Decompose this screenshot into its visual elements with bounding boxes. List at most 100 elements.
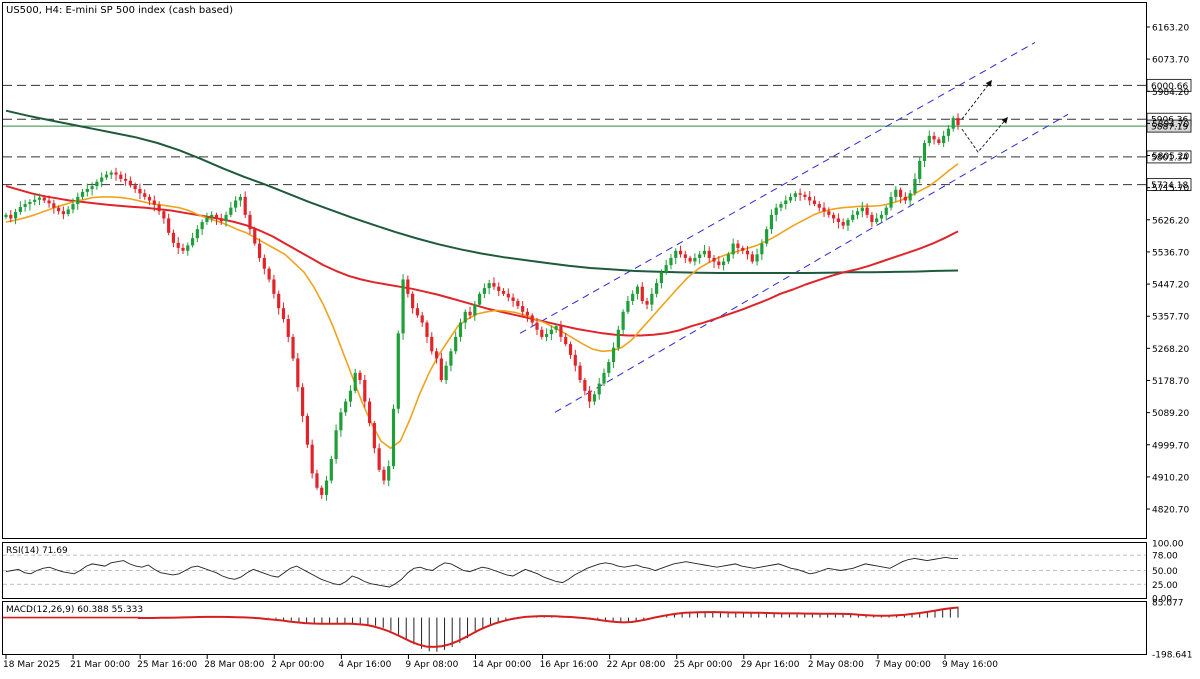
candle-body (52, 203, 56, 208)
candle-body (889, 196, 893, 208)
candle-body (525, 311, 530, 316)
candle-body (832, 214, 836, 219)
candle-body (535, 322, 539, 330)
price-tick-label: 5894.70 (1152, 120, 1189, 130)
candle-body (42, 197, 46, 201)
candle-body (66, 209, 70, 215)
date-tick-label: 28 Mar 08:00 (204, 660, 264, 670)
candle-body (918, 160, 922, 179)
rsi-indicator: 100.00 78.00 50.00 25.00 0.00 (3, 540, 1184, 605)
candle-body (281, 308, 286, 319)
candle-body (210, 214, 214, 218)
candle-body (305, 415, 309, 445)
date-tick-label: 7 May 00:00 (875, 660, 931, 670)
candle-body (731, 243, 735, 255)
candle-body (511, 297, 515, 302)
arrow-pullback-head (1001, 117, 1008, 124)
price-tick-label: 6073.70 (1152, 56, 1189, 66)
candle-body (707, 250, 711, 258)
candle-body (200, 222, 204, 230)
candle-body (324, 480, 329, 495)
candle-body (898, 189, 903, 197)
candle-body (879, 214, 884, 219)
candle-body (683, 254, 687, 258)
candle-body (315, 473, 319, 488)
candle-body (549, 329, 553, 335)
arrow-breakout (961, 79, 993, 120)
candle-body (95, 181, 99, 187)
rsi-tick-label: 78.00 (1152, 552, 1178, 562)
price-tick-label: 5805.20 (1152, 152, 1189, 162)
price-channel (519, 42, 1069, 413)
candle-body (391, 408, 396, 467)
macd-pane-frame (2, 601, 1147, 655)
candle-body (530, 315, 534, 323)
candle-body (138, 188, 142, 194)
candle-body (745, 250, 750, 255)
date-tick-label: 2 Apr 00:00 (271, 660, 324, 670)
candle-body (119, 174, 123, 179)
candle-body (468, 311, 472, 316)
candle-body (860, 207, 864, 212)
candle-body (822, 207, 826, 212)
candle-body (894, 189, 898, 197)
date-tick-label: 25 Mar 16:00 (137, 660, 197, 670)
candle-body (100, 177, 104, 182)
candle-body (875, 218, 879, 223)
candle-body (616, 329, 620, 348)
level-lines (3, 84, 1146, 186)
candle-body (9, 214, 13, 219)
candle-body (659, 272, 663, 284)
candle-body (449, 351, 453, 366)
candle-body (114, 172, 118, 175)
candle-body (808, 196, 812, 201)
candle-body (635, 286, 640, 294)
candle-body (28, 201, 32, 205)
candle-body (712, 257, 716, 262)
candle-body (243, 196, 247, 215)
candle-body (454, 336, 458, 352)
candle-body (430, 336, 434, 352)
candle-body (784, 200, 788, 205)
level-tag (1146, 78, 1192, 92)
candle-body (578, 365, 582, 381)
candle-body (444, 365, 448, 381)
date-tick-label: 18 Mar 2025 (3, 660, 60, 670)
candle-body (583, 380, 587, 391)
candle-body (382, 469, 386, 481)
candle-body (693, 257, 697, 262)
date-tick-label: 25 Apr 00:00 (674, 660, 733, 670)
candle-body (798, 193, 802, 195)
candle-body (234, 200, 238, 208)
candle-body (262, 257, 266, 269)
arrow-breakout-head (985, 80, 992, 87)
candle-body (190, 238, 195, 246)
candle-body (406, 279, 410, 294)
candle-body (702, 250, 707, 255)
candle-body (951, 117, 955, 129)
candle-body (788, 196, 793, 201)
candle-body (669, 257, 673, 266)
candle-body (607, 362, 611, 373)
projection-arrows (961, 79, 1009, 153)
candle-body (865, 207, 869, 215)
candle-body (817, 204, 821, 208)
candle-body (568, 344, 573, 355)
candle-body (33, 199, 37, 202)
candle-body (487, 283, 491, 289)
price-tick-label: 4820.70 (1152, 506, 1189, 516)
candles (4, 113, 960, 501)
candle-body (793, 193, 797, 197)
candle-body (516, 301, 520, 307)
macd-tick-label: -198.641 (1152, 651, 1192, 661)
candle-body (650, 293, 654, 305)
channel-upper-line (519, 42, 1036, 334)
candle-body (540, 329, 544, 337)
candle-body (755, 254, 759, 262)
date-tick-label: 2 May 08:00 (808, 660, 864, 670)
candle-body (76, 196, 80, 205)
candle-body (171, 232, 176, 243)
candle-body (123, 178, 128, 181)
